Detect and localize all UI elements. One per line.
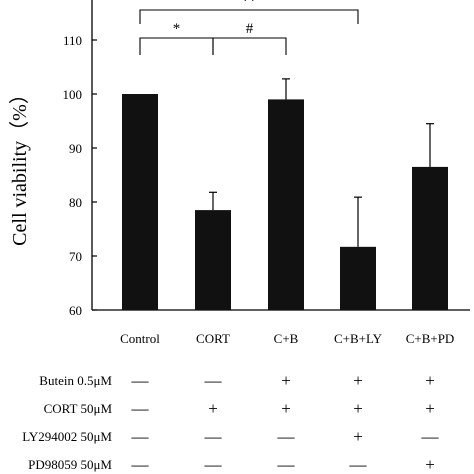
treatment-mark: — — [421, 427, 440, 446]
treatment-label: Butein 0.5μM — [39, 373, 112, 388]
treatment-mark: + — [353, 371, 363, 390]
treatment-mark: — — [204, 371, 223, 390]
significance-bracket — [212, 37, 287, 55]
x-tick-label: C+B+PD — [406, 331, 455, 346]
treatment-mark: + — [353, 399, 363, 418]
bar — [340, 246, 376, 310]
treatment-mark: — — [204, 427, 223, 446]
x-tick-label: C+B — [274, 331, 299, 346]
x-tick-label: Control — [120, 331, 160, 346]
treatment-label: PD98059 50μM — [28, 457, 112, 472]
y-tick-label: 100 — [63, 87, 83, 102]
treatment-mark: + — [425, 399, 435, 418]
treatment-mark: + — [425, 371, 435, 390]
x-tick-label: C+B+LY — [334, 331, 383, 346]
treatment-mark: — — [131, 399, 150, 418]
treatment-mark: — — [204, 455, 223, 474]
x-tick-label: CORT — [196, 331, 230, 346]
treatment-mark: + — [281, 371, 291, 390]
bar — [195, 210, 231, 310]
significance-label: ** — [242, 0, 257, 9]
treatment-mark: — — [131, 455, 150, 474]
treatment-mark: + — [353, 427, 363, 446]
bar — [412, 166, 448, 310]
y-tick-label: 70 — [69, 249, 82, 264]
significance-bracket — [139, 37, 214, 55]
significance-label: * — [173, 21, 181, 37]
treatment-mark: — — [131, 371, 150, 390]
plot-area: 60 70 80 90 100 110 Control CORT C+B C+B+LY C+B+PD… — [22, 0, 470, 474]
treatment-mark: — — [277, 455, 296, 474]
treatment-label: LY294002 50μM — [22, 429, 112, 444]
treatment-mark: — — [349, 455, 368, 474]
bar — [268, 99, 304, 311]
treatment-label: CORT 50μM — [44, 401, 113, 416]
treatment-mark: — — [131, 427, 150, 446]
significance-label: # — [246, 21, 254, 37]
y-tick-label: 80 — [69, 195, 82, 210]
y-axis-label: Cell viability（%） — [8, 84, 31, 246]
y-tick-label: 90 — [69, 141, 82, 156]
treatment-mark: + — [281, 399, 291, 418]
y-tick-label: 110 — [63, 33, 82, 48]
treatment-mark: + — [425, 455, 435, 474]
y-tick-label: 60 — [69, 303, 82, 318]
treatment-mark: + — [208, 399, 218, 418]
significance-bracket — [139, 9, 359, 24]
treatment-mark: — — [277, 427, 296, 446]
bar — [122, 94, 158, 310]
